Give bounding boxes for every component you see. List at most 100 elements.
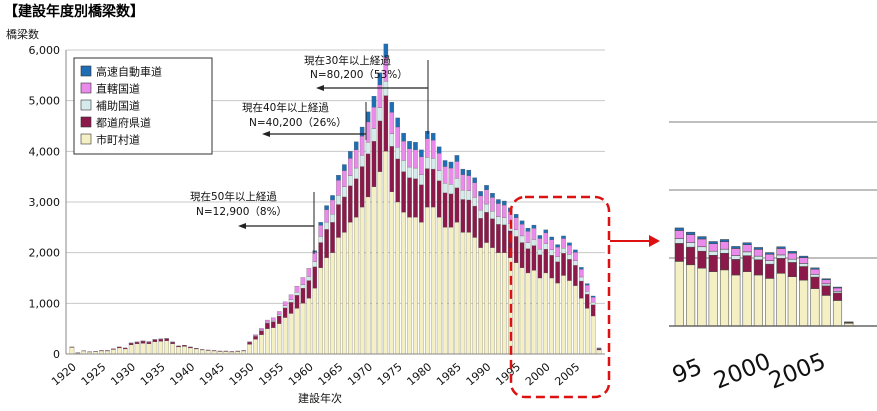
bar-segment	[519, 242, 525, 268]
bar-segment	[182, 345, 187, 347]
zoom-bar-segment	[742, 255, 752, 272]
x-tick-label: 1960	[286, 360, 316, 388]
x-tick-label: 1935	[138, 360, 168, 388]
annotation-40yr-arrowhead	[262, 131, 270, 137]
bar-segment	[312, 266, 318, 289]
bar-segment	[407, 166, 412, 178]
bar-segment	[525, 231, 531, 243]
zoom-bar-segment	[765, 278, 775, 327]
x-tick-label: 1975	[375, 360, 405, 388]
bar-segment	[188, 346, 193, 349]
bar-segment	[330, 195, 335, 201]
legend-box	[73, 57, 213, 155]
annotation-50yr-arrowhead	[238, 223, 246, 229]
bar-segment	[460, 232, 466, 355]
bar-segment	[199, 349, 205, 351]
bar-segment	[194, 348, 199, 350]
bar-segment	[590, 304, 596, 317]
bar-segment	[525, 227, 531, 232]
bar-segment	[496, 224, 501, 253]
bar-segment	[288, 294, 294, 300]
bar-segment	[460, 199, 466, 233]
bar-segment	[282, 305, 288, 309]
zoom-x-tick-label: 2005	[765, 348, 829, 394]
bar-segment	[288, 302, 294, 314]
bar-segment	[306, 298, 312, 355]
bar-segment	[389, 112, 395, 134]
bar-segment	[442, 160, 448, 167]
zoom-bar-segment	[821, 279, 831, 285]
bar-segment	[567, 242, 572, 246]
bar-segment	[584, 283, 590, 286]
bar-segment	[496, 216, 501, 225]
bar-segment	[134, 343, 140, 355]
zoom-bar-segment	[776, 246, 786, 249]
zoom-bar-segment	[719, 239, 730, 242]
bar-segment	[519, 224, 525, 237]
bar-segment	[342, 232, 347, 355]
bar-segment	[401, 132, 406, 142]
bar-segment	[537, 248, 543, 255]
bar-segment	[324, 209, 329, 223]
zoom-bar-segment	[731, 248, 741, 256]
bar-segment	[318, 222, 323, 226]
bar-segment	[448, 167, 454, 185]
zoom-bar-segment	[832, 291, 843, 294]
bar-segment	[413, 217, 418, 355]
x-tick-label: 1940	[168, 360, 198, 388]
annotation-50yr: 現在50年以上経過 N=12,900（8%）	[190, 190, 315, 254]
bar-segment	[561, 275, 566, 355]
bar-segment	[371, 107, 377, 129]
bar-segment	[128, 343, 134, 346]
bar-segment	[567, 245, 572, 255]
zoom-bar-segment	[674, 238, 684, 244]
bar-segment	[543, 232, 549, 244]
bar-segment	[377, 72, 383, 86]
bar-segment	[312, 288, 318, 355]
bar-segment	[276, 323, 282, 355]
zoom-bar-segment	[799, 257, 809, 264]
bar-segment	[134, 342, 140, 344]
bar-segment	[490, 197, 495, 212]
bar-segment	[330, 252, 335, 355]
bar-segment	[294, 292, 300, 296]
bar-segment	[425, 138, 430, 158]
bar-segment	[282, 317, 288, 355]
bar-segment	[442, 166, 448, 184]
bar-segment	[365, 111, 371, 123]
x-tick-labels: 1920 1925 1930 1935 1940 1945 1950 1955 1960 1965…	[49, 360, 582, 388]
zoom-bar-segment	[799, 263, 809, 267]
bar-segment	[448, 184, 454, 195]
bar-segment	[336, 195, 341, 205]
highlight-box	[509, 195, 611, 399]
bar-segment	[478, 218, 483, 248]
bar-segment	[306, 268, 312, 277]
bar-segment	[318, 267, 323, 355]
zoom-bar-segment	[810, 268, 820, 275]
bar-segment	[294, 285, 300, 293]
y-tick-label: 2,000	[29, 247, 61, 260]
bar-segment	[342, 186, 347, 198]
bar-segment	[158, 339, 164, 342]
x-tick-label: 1945	[197, 360, 227, 388]
x-tick-label: 1980	[404, 360, 434, 388]
y-tick-label: 4,000	[29, 145, 61, 158]
bar-segment	[371, 128, 377, 142]
bar-segment	[519, 235, 525, 243]
bar-segment	[472, 205, 477, 238]
bar-segment	[99, 350, 104, 352]
bar-segment	[590, 315, 596, 355]
bar-segment	[502, 224, 507, 253]
bar-segment	[395, 126, 400, 148]
bar-segment	[282, 307, 288, 318]
bar-segment	[413, 149, 418, 169]
annotation-40yr-line1: 現在40年以上経過	[242, 101, 329, 114]
bar-segment	[513, 217, 519, 230]
bar-segment	[590, 295, 596, 298]
bar-segment	[413, 142, 418, 150]
bar-segment	[543, 248, 549, 274]
bar-segment	[265, 319, 270, 323]
zoom-bar-segment	[753, 274, 763, 327]
